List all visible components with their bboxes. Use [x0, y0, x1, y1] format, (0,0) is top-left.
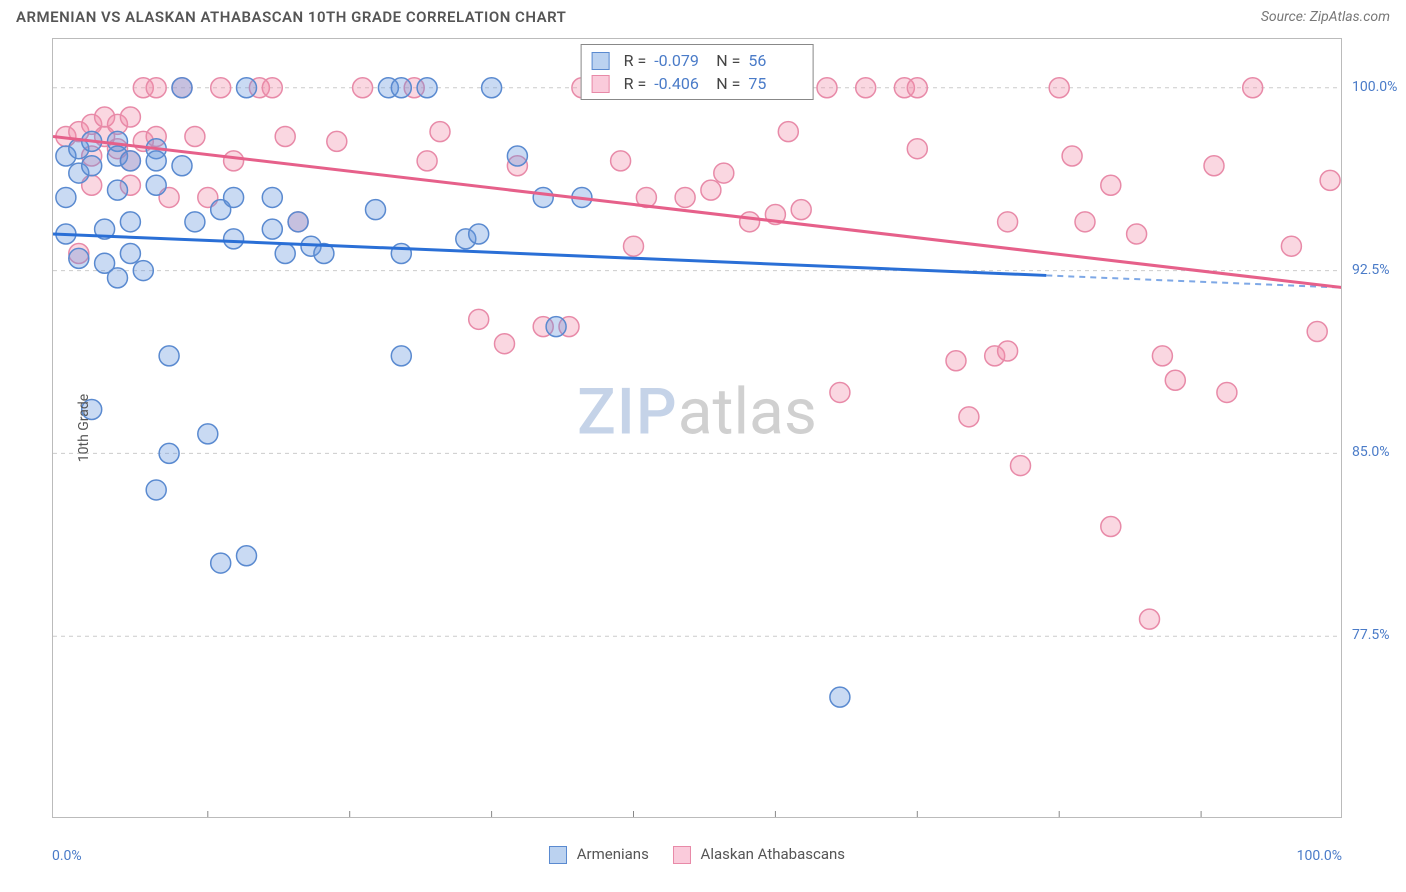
r-label: R = [624, 51, 647, 70]
n-value-blue: 56 [748, 51, 802, 70]
n-label: N = [716, 51, 740, 70]
source-label: Source: ZipAtlas.com [1261, 9, 1390, 25]
y-tick-label: 77.5% [1352, 627, 1406, 643]
r-value-blue: -0.079 [654, 51, 708, 70]
stats-row-blue: R = -0.079 N = 56 [592, 49, 803, 72]
legend-item-pink: Alaskan Athabascans [673, 845, 845, 864]
y-tick-label: 85.0% [1352, 444, 1406, 460]
chart-header: ARMENIAN VS ALASKAN ATHABASCAN 10TH GRAD… [0, 0, 1406, 38]
y-tick-label: 100.0% [1352, 79, 1406, 95]
r-value-pink: -0.406 [654, 74, 708, 93]
stats-row-pink: R = -0.406 N = 75 [592, 72, 803, 95]
n-label: N = [716, 74, 740, 93]
chart-title: ARMENIAN VS ALASKAN ATHABASCAN 10TH GRAD… [16, 8, 566, 26]
y-tick-label: 92.5% [1352, 262, 1406, 278]
n-value-pink: 75 [748, 74, 802, 93]
legend-item-blue: Armenians [549, 845, 649, 864]
x-tick-end: 100.0% [1297, 848, 1342, 864]
swatch-pink-icon [673, 846, 691, 864]
swatch-pink-icon [592, 75, 610, 93]
swatch-blue-icon [549, 846, 567, 864]
r-label: R = [624, 74, 647, 93]
x-tick-start: 0.0% [52, 848, 82, 864]
scatter-plot [52, 38, 1342, 818]
swatch-blue-icon [592, 52, 610, 70]
y-axis-label: 10th Grade [76, 394, 92, 462]
series-legend: Armenians Alaskan Athabascans [549, 845, 845, 864]
legend-label-pink: Alaskan Athabascans [701, 845, 845, 863]
chart-area: 10th Grade ZIPatlas R = -0.079 N = 56 R … [52, 38, 1342, 818]
stats-legend: R = -0.079 N = 56 R = -0.406 N = 75 [581, 44, 814, 100]
legend-label-blue: Armenians [577, 845, 649, 863]
